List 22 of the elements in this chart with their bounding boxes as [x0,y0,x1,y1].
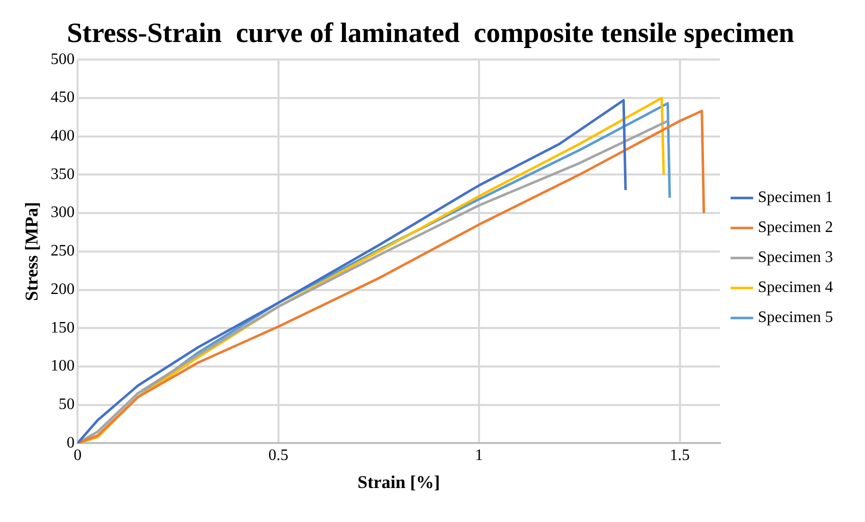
x-tick-label: 1.5 [670,447,690,464]
legend-label: Specimen 4 [758,279,833,296]
legend-label: Specimen 1 [758,189,833,206]
y-tick-label: 0 [66,434,75,452]
y-axis-title: Stress [MPa] [21,202,42,301]
y-tick-label: 200 [50,280,75,298]
y-tick-label: 100 [50,358,75,375]
y-tick-label: 250 [50,242,75,260]
y-tick-label: 350 [50,166,75,183]
x-axis-title: Strain [%] [358,472,440,492]
legend-label: Specimen 2 [758,219,833,236]
y-tick-label: 300 [50,204,75,222]
y-tick-label: 50 [58,396,75,414]
y-tick-label: 400 [50,128,75,145]
legend-label: Specimen 5 [758,309,833,326]
x-tick-label: 0.5 [268,447,288,464]
y-tick-label: 500 [50,50,75,68]
chart-title: Stress-Strain curve of laminated composite tensile specimen [66,18,795,50]
y-tick-label: 450 [50,89,75,106]
y-tick-label: 150 [50,319,75,336]
x-tick-label: 1 [475,447,484,464]
legend-label: Specimen 3 [758,249,833,266]
